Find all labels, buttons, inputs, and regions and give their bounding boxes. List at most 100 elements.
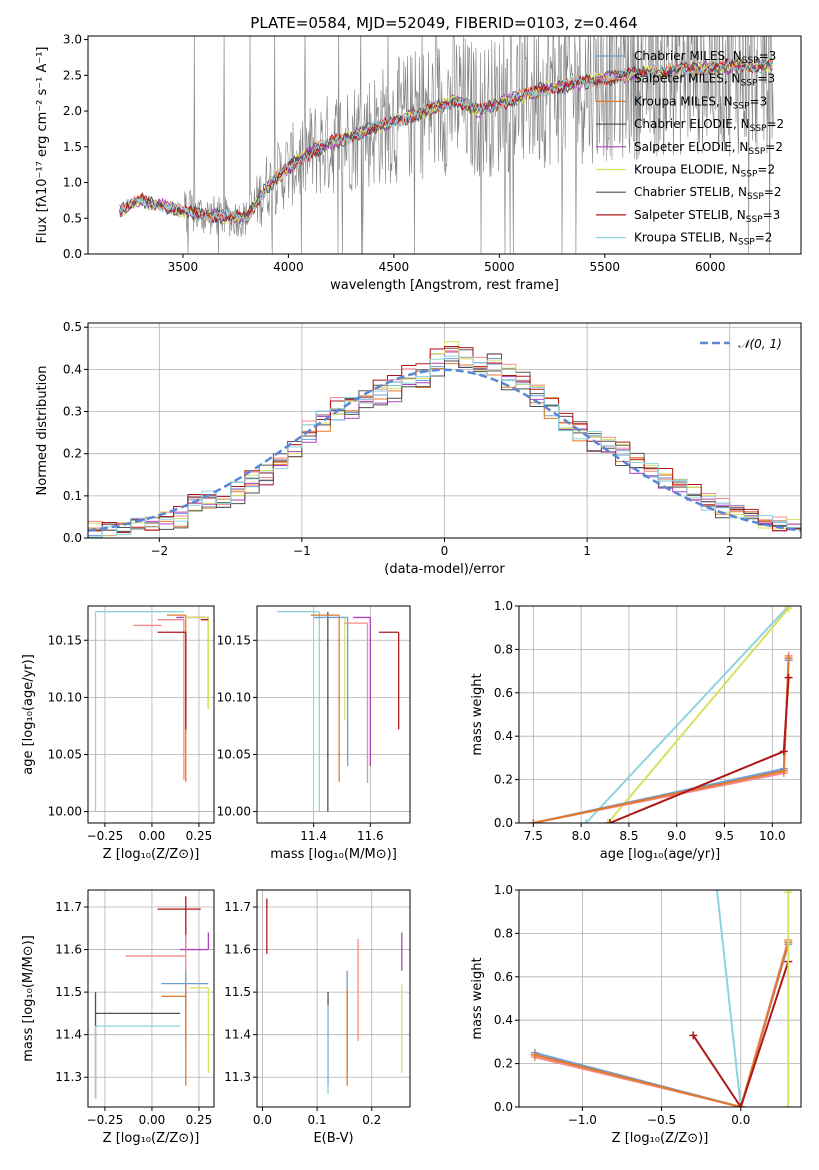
y-tick-label: 0.5 [63,211,82,225]
weight_vs_Z-plot [530,890,793,1107]
y-tick-label: 1.0 [494,883,513,897]
weight-marker [713,890,722,894]
errorbar-point [189,987,210,1073]
mass_vs_Z-plot [94,896,210,1099]
y-tick-label: 2.0 [63,104,82,118]
y-tick-label: 0.6 [494,970,513,984]
legend-label: Chabrier STELIB, NSSP=2 [634,185,782,202]
errorbar-point [157,631,187,730]
x-tick-label: 0.0 [731,1113,750,1127]
y-tick-label: 1.0 [63,176,82,190]
y-tick-label: 11.7 [55,900,82,914]
y-tick-label: 0.8 [494,926,513,940]
x-axis-label: Z [log₁₀(Z/Z⊙)] [103,847,200,862]
weight_vs_age-plot [529,606,793,823]
x-tick-label: 0 [441,544,449,558]
weight-line-kroupa-stelib [585,606,790,823]
y-tick-label: 0.4 [63,362,82,376]
x-tick-label: 8.0 [572,829,591,843]
y-tick-label: 3.0 [63,33,82,47]
age_vs_mass-frame [256,605,411,824]
weight-marker [529,819,538,823]
x-tick-label: 0.0 [253,1113,272,1127]
x-tick-label: −0.25 [87,1113,124,1127]
y-tick-label: 10.10 [217,690,251,704]
y-tick-label: 0.2 [63,447,82,461]
errorbar-point [94,992,181,1099]
x-tick-label: 0.25 [186,1113,213,1127]
residual-hist-kroupa-stelib [88,355,801,538]
x-axis-label: wavelength [Angstrom, rest frame] [330,278,559,293]
x-tick-label: 6000 [695,260,726,274]
errorbar-point [353,616,371,766]
weight-line-kroupa-stelib [716,890,742,1107]
errorbar-point [161,970,209,1010]
mass_vs_ebv-axes: 0.0 0.1 0.2 11.3 11.4 11.5 11.6 11.7 E(B-V) [224,890,410,1146]
y-tick-label: 0.8 [494,642,513,656]
y-tick-label: 11.3 [55,1070,82,1084]
y-tick-label: 10.05 [48,747,82,761]
y-tick-label: 10.00 [48,805,82,819]
errorbar-point [157,619,185,780]
y-tick-label: 11.5 [55,985,82,999]
y-axis-label: age [log₁₀(age/yr)] [21,654,36,775]
weight_vs_age-axes: 7.5 8.0 8.5 9.0 9.5 10.0 0.0 0.2 0.4 0.6 0.8 1.0 age… [470,599,801,862]
y-tick-label: 1.5 [63,140,82,154]
residuals-axes: −2 −1 0 1 2 0.0 0.1 0.2 0.3 0.4 0.5 (data-model)/er… [35,320,801,577]
errorbar-point [161,983,187,1086]
legend-label: 𝒩(0, 1) [738,337,782,351]
mass_vs_Z-frame [87,889,215,1108]
age_vs_mass-plot [276,611,400,812]
y-tick-label: 0.1 [63,489,82,503]
legend-entry: Salpeter ELODIE, NSSP=2 [596,140,783,157]
weight-line-salpeter-stelib [692,961,790,1107]
x-tick-label: 0.00 [139,1113,166,1127]
spectrum-axes: 3500 4000 4500 5000 5500 6000 0.0 0.5 1.0 1.5 2.0 2… [35,33,726,293]
weight-marker [603,819,612,823]
y-tick-label: 11.6 [224,943,251,957]
x-axis-label: mass [log₁₀(M/M⊙)] [270,847,397,862]
y-tick-label: 11.6 [55,943,82,957]
x-axis-label: Z [log₁₀(Z/Z⊙)] [103,1131,200,1146]
weight_vs_Z-frame [518,889,802,1108]
weight-marker [530,1050,539,1059]
legend-entry: Chabrier STELIB, NSSP=2 [596,185,782,202]
x-tick-label: −0.25 [87,829,124,843]
x-axis-label: Z [log₁₀(Z/Z⊙)] [612,1131,709,1146]
errorbar-point [276,611,320,812]
weight-marker [784,654,793,663]
legend-label: Kroupa MILES, NSSP=3 [634,94,767,111]
errorbar-point [183,616,210,709]
y-tick-label: 0.6 [494,686,513,700]
y-tick-label: 0.0 [494,816,513,830]
weight-marker [736,1103,745,1107]
weight-marker [779,747,788,756]
legend-label: Kroupa STELIB, NSSP=2 [634,231,772,248]
y-tick-label: 11.3 [224,1070,251,1084]
mass_vs_ebv-frame [256,889,411,1108]
errorbar-point [94,1025,181,1099]
x-tick-label: 5000 [484,260,515,274]
y-tick-label: 10.00 [217,805,251,819]
y-tick-label: 0.5 [63,320,82,334]
mass_vs_ebv-plot [266,898,403,1095]
legend-entry: Chabrier MILES, NSSP=3 [596,49,776,66]
y-tick-label: 0.0 [63,247,82,261]
x-tick-label: 4500 [379,260,410,274]
normal-distribution-curve [88,368,801,532]
y-tick-label: 11.4 [55,1028,82,1042]
histogram-legend: 𝒩(0, 1) [700,337,782,351]
weight-marker [784,890,793,897]
x-tick-label: 0.25 [186,829,213,843]
errorbar-point [157,896,201,952]
y-tick-label: 11.7 [224,900,251,914]
x-tick-label: 11.4 [300,829,327,843]
legend-label: Salpeter MILES, NSSP=3 [634,72,775,89]
y-tick-label: 11.4 [224,1028,251,1042]
mass_vs_Z-axes: −0.25 0.00 0.25 11.3 11.4 11.5 11.6 11.7 Z [log₁… [21,890,214,1146]
x-tick-label: 3500 [168,260,199,274]
x-tick-label: −2 [150,544,168,558]
legend-label: Kroupa ELODIE, NSSP=2 [634,163,775,180]
legend-entry: Kroupa STELIB, NSSP=2 [596,231,772,248]
